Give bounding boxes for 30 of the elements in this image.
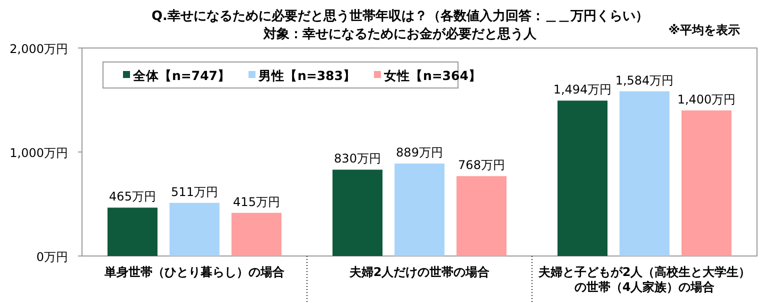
bar [108,208,158,256]
data-label: 465万円 [109,190,156,204]
x-tick-label: 単身世帯（ひとり暮らし）の場合 [104,265,286,279]
bar [394,164,444,256]
data-label: 768万円 [458,158,505,172]
data-label: 1,584万円 [615,73,674,88]
legend-label: 女性【n=364】 [382,68,482,83]
legend-label: 男性【n=383】 [257,68,356,83]
bar [456,176,506,256]
legend-label: 全体【n=747】 [132,68,230,83]
bar [170,202,220,256]
data-label: 511万円 [171,184,218,199]
data-label: 415万円 [233,194,280,209]
x-tick-label: 夫婦2人だけの世帯の場合 [348,265,491,279]
y-tick-label: 1,000万円 [10,146,68,160]
x-tick-label: 夫婦と子どもが2人（高校生と大学生）の世帯（4人家族）の場合 [537,265,751,294]
chart-title: Q.幸せになるために必要だと思う世帯年収は？（各数値入力回答：＿＿万円くらい） [152,8,648,24]
bar [232,212,282,256]
data-label: 889万円 [396,146,443,160]
data-label: 830万円 [334,152,381,166]
data-label: 1,400万円 [677,92,736,106]
bar [682,110,732,256]
bar [620,91,670,256]
text: ※平均を表示 [668,23,740,37]
bar [558,100,608,256]
y-tick-label: 0万円 [36,250,68,264]
bar [332,170,382,256]
data-label: 1,494万円 [553,82,612,97]
y-tick-label: 2,000万円 [10,42,68,56]
chart-subtitle: 対象：幸せになるためにお金が必要だと思う人 [262,26,538,42]
